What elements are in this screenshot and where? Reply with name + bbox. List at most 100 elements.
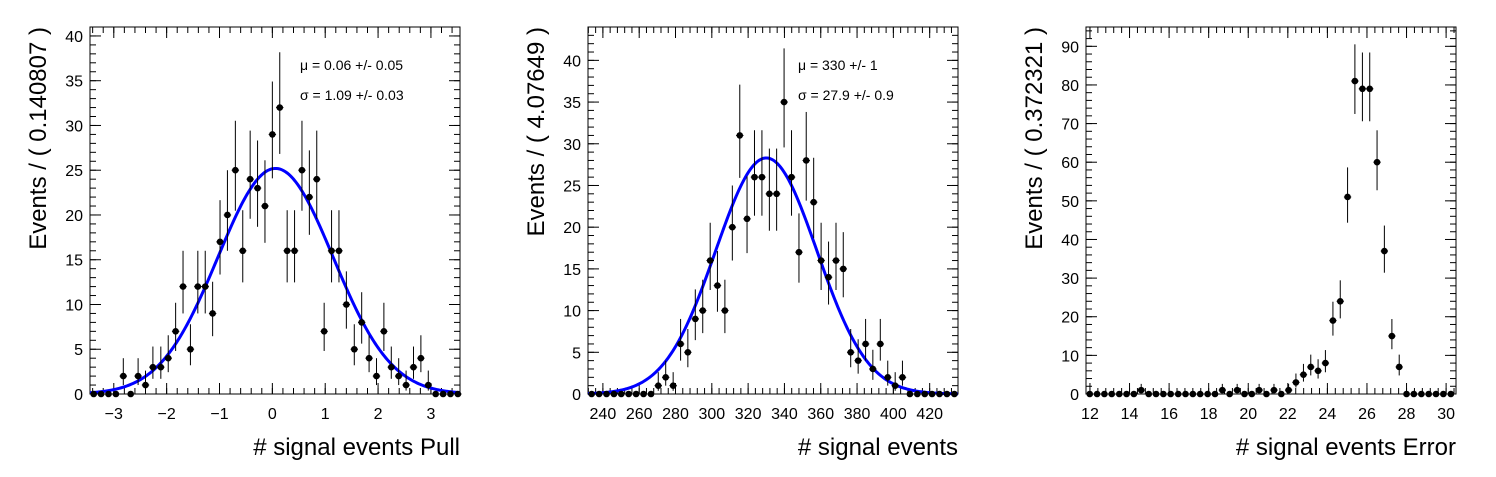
data-marker (187, 345, 194, 353)
data-point (913, 390, 922, 398)
data-point (1336, 280, 1344, 319)
data-marker (142, 381, 149, 389)
data-marker (1182, 390, 1189, 398)
data-point (780, 48, 788, 148)
data-marker (854, 357, 862, 364)
plot-panel-2: 240 260 280 300 320 340 360 380 400 420 0 5 10 15 20 25… (523, 26, 959, 461)
data-point (1366, 52, 1374, 122)
y-tick-label: 40 (65, 29, 83, 46)
data-marker (1388, 332, 1396, 340)
data-point (1299, 363, 1308, 382)
data-marker (1152, 390, 1160, 398)
data-marker (373, 372, 380, 380)
data-point (342, 271, 351, 329)
data-point (869, 349, 877, 380)
data-point (431, 390, 440, 398)
data-point (149, 346, 157, 379)
data-marker (1174, 390, 1182, 398)
y-tick-label: 30 (563, 137, 581, 154)
y-tick-label: 10 (1061, 348, 1079, 365)
data-marker (647, 390, 655, 398)
data-marker (1277, 390, 1285, 398)
data-point (1284, 383, 1293, 394)
data-point (669, 372, 677, 391)
data-point (223, 170, 232, 251)
data-marker (1432, 390, 1440, 398)
data-marker (1115, 390, 1123, 398)
data-point (1152, 390, 1160, 398)
data-marker (1359, 85, 1366, 93)
data-point (380, 302, 388, 351)
data-marker (780, 98, 788, 106)
data-marker (736, 132, 744, 139)
data-point (876, 318, 885, 361)
data-marker (127, 390, 134, 398)
data-point (246, 130, 254, 219)
fit-stat-text: μ = 0.06 +/- 0.05 (300, 57, 403, 73)
data-marker (395, 372, 402, 380)
data-marker (1381, 247, 1388, 255)
data-point (861, 318, 870, 361)
plot-panel-3: 12 14 16 18 20 22 24 26 28 30 0 10 20 30 40 50 60 70 80 90 #… (1021, 26, 1457, 461)
data-point (743, 176, 751, 254)
y-tick-label: 5 (572, 345, 581, 362)
data-point (787, 130, 796, 216)
y-tick-label: 40 (563, 53, 581, 70)
data-point (171, 302, 180, 351)
data-marker (343, 301, 350, 308)
data-marker (839, 265, 847, 273)
y-tick-label: 35 (563, 95, 581, 112)
data-point (1425, 390, 1433, 398)
data-point (950, 390, 959, 398)
data-point (446, 390, 455, 398)
y-tick-label: 30 (1061, 271, 1079, 288)
data-marker (706, 257, 714, 264)
data-marker (298, 166, 306, 174)
data-point (1115, 390, 1123, 398)
data-point (208, 281, 217, 337)
plot-frame (587, 26, 959, 395)
data-point (1122, 390, 1131, 398)
data-marker (454, 390, 462, 398)
fit-stat-text: σ = 27.9 +/- 0.9 (798, 87, 894, 103)
plot-frame (89, 26, 461, 395)
data-marker (410, 363, 417, 371)
data-point (624, 390, 633, 398)
y-tick-label: 15 (563, 262, 581, 279)
data-marker (603, 390, 610, 398)
data-marker (936, 390, 943, 398)
data-marker (632, 390, 640, 398)
y-tick-label: 0 (74, 387, 83, 404)
data-point (1373, 130, 1381, 191)
data-marker (1440, 390, 1447, 398)
data-marker (662, 374, 670, 381)
data-marker (1189, 390, 1197, 398)
data-point (602, 390, 611, 398)
data-point (350, 324, 358, 366)
data-marker (654, 382, 662, 389)
data-point (1358, 52, 1367, 122)
data-point (632, 390, 640, 398)
data-point (1211, 390, 1219, 398)
data-point (194, 250, 202, 314)
y-tick-label: 25 (563, 178, 581, 195)
data-point (1402, 390, 1411, 398)
data-marker (1314, 367, 1322, 375)
data-marker (1307, 363, 1315, 371)
data-marker (1160, 390, 1167, 398)
data-marker (112, 390, 120, 398)
data-marker (751, 173, 758, 181)
data-point (424, 370, 432, 391)
data-point (654, 372, 662, 391)
data-marker (914, 390, 921, 398)
y-tick-label: 90 (1061, 39, 1079, 56)
x-tick-label: 22 (1279, 406, 1297, 423)
data-point (1218, 383, 1226, 394)
data-marker (743, 215, 751, 223)
data-point (231, 120, 240, 211)
data-marker (847, 348, 855, 356)
data-point (1189, 390, 1197, 398)
x-tick-label: 280 (662, 406, 689, 423)
